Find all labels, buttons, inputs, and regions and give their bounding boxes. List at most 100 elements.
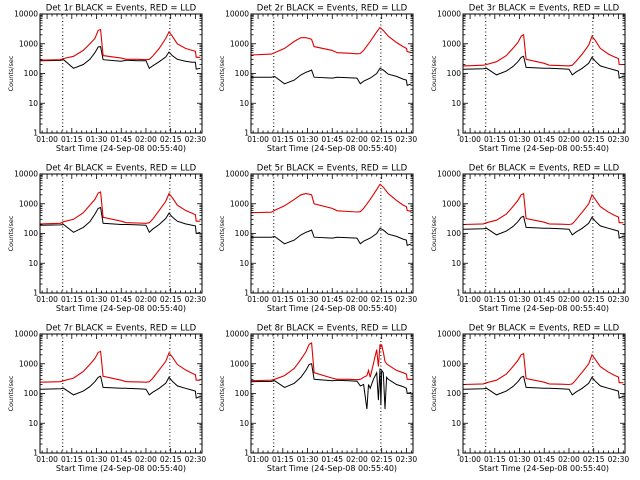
x-axis-label: Start Time (24-Sep-08 00:55:40)	[56, 464, 186, 473]
y-tick-label: 10000	[437, 10, 461, 19]
x-tick-label: 02:00	[346, 135, 368, 144]
panel-title: Det 6r BLACK = Events, RED = LLD	[469, 164, 620, 174]
x-tick-label: 02:00	[346, 295, 368, 304]
x-tick-label: 01:30	[86, 455, 108, 464]
x-tick-label: 01:00	[247, 135, 269, 144]
y-tick-label: 10	[451, 259, 461, 268]
x-tick-label: 02:15	[160, 455, 182, 464]
panel-det-7: Det 7r BLACK = Events, RED = LLD 1 10 100 10…	[7, 324, 206, 474]
series-events-line	[251, 227, 412, 246]
x-tick-label: 02:00	[135, 135, 157, 144]
plot-frame	[39, 333, 203, 454]
y-tick-label: 10000	[225, 330, 249, 339]
y-axis-label: Counts/sec	[7, 55, 15, 91]
y-tick-label: 10	[28, 259, 38, 268]
y-tick-label: 1000	[230, 39, 249, 48]
x-tick-label: 01:45	[533, 295, 555, 304]
x-tick-label: 02:15	[371, 295, 393, 304]
y-tick-label: 1000	[442, 39, 461, 48]
x-tick-label: 01:15	[272, 455, 294, 464]
series-events-line	[463, 215, 624, 239]
y-tick-label: 1	[456, 289, 461, 298]
x-tick-label: 01:45	[533, 455, 555, 464]
panel-det-2: Det 2r BLACK = Events, RED = LLD 1 10 100 10…	[218, 4, 417, 154]
y-tick-label: 10	[28, 419, 38, 428]
x-tick-label: 01:00	[459, 295, 481, 304]
x-tick-label: 01:00	[36, 295, 58, 304]
x-tick-label: 01:45	[321, 455, 343, 464]
panel-title: Det 9r BLACK = Events, RED = LLD	[469, 324, 620, 334]
x-tick-label: 02:30	[396, 455, 418, 464]
x-tick-label: 02:00	[558, 295, 580, 304]
plot-frame	[462, 13, 626, 134]
y-axis-label: Counts/sec	[430, 55, 438, 91]
x-tick-label: 02:30	[396, 295, 418, 304]
x-tick-label: 01:45	[533, 135, 555, 144]
x-tick-label: 01:45	[110, 455, 132, 464]
x-tick-label: 01:00	[247, 295, 269, 304]
x-axis-label: Start Time (24-Sep-08 00:55:40)	[267, 464, 397, 473]
y-axis-label: Counts/sec	[7, 215, 15, 251]
plot-frame	[250, 13, 414, 134]
y-tick-label: 1	[456, 129, 461, 138]
x-tick-label: 02:30	[185, 295, 207, 304]
x-tick-label: 01:30	[509, 295, 531, 304]
x-tick-label: 01:15	[61, 295, 83, 304]
x-tick-label: 01:45	[321, 135, 343, 144]
y-tick-label: 1	[244, 129, 249, 138]
series-events-line	[251, 67, 412, 86]
x-axis-label: Start Time (24-Sep-08 00:55:40)	[56, 144, 186, 153]
y-tick-label: 10	[28, 99, 38, 108]
series-lld-line	[251, 26, 412, 56]
x-tick-label: 01:15	[61, 455, 83, 464]
y-tick-label: 100	[447, 389, 462, 398]
x-tick-label: 02:00	[558, 135, 580, 144]
x-tick-label: 02:15	[371, 135, 393, 144]
x-tick-label: 01:30	[297, 455, 319, 464]
y-tick-label: 10000	[14, 170, 38, 179]
x-tick-label: 01:30	[509, 455, 531, 464]
x-tick-label: 01:30	[509, 135, 531, 144]
y-tick-label: 1000	[442, 359, 461, 368]
x-tick-label: 02:30	[608, 295, 630, 304]
y-axis-label: Counts/sec	[218, 55, 226, 91]
y-tick-label: 100	[447, 229, 462, 238]
x-tick-label: 02:30	[185, 135, 207, 144]
y-axis-label: Counts/sec	[430, 215, 438, 251]
x-tick-label: 01:45	[110, 295, 132, 304]
panel-title: Det 2r BLACK = Events, RED = LLD	[257, 4, 408, 14]
panel-det-9: Det 9r BLACK = Events, RED = LLD 1 10 100 10…	[430, 324, 629, 474]
x-tick-label: 01:00	[36, 455, 58, 464]
plot-frame	[462, 333, 626, 454]
x-tick-label: 01:00	[459, 455, 481, 464]
y-tick-label: 100	[24, 389, 39, 398]
plot-frame	[39, 173, 203, 294]
x-tick-label: 02:30	[396, 135, 418, 144]
plot-frame	[250, 333, 414, 454]
x-tick-label: 02:15	[160, 135, 182, 144]
x-tick-label: 02:30	[185, 455, 207, 464]
panel-det-3: Det 3r BLACK = Events, RED = LLD 1 10 100 10…	[430, 4, 629, 154]
x-tick-label: 01:30	[297, 295, 319, 304]
x-tick-label: 02:15	[371, 455, 393, 464]
x-tick-label: 01:00	[36, 135, 58, 144]
panel-title: Det 1r BLACK = Events, RED = LLD	[46, 4, 197, 14]
x-tick-label: 02:15	[583, 135, 605, 144]
x-tick-label: 01:15	[484, 295, 506, 304]
x-axis-label: Start Time (24-Sep-08 00:55:40)	[267, 304, 397, 313]
plot-frame	[39, 13, 203, 134]
x-tick-label: 01:00	[247, 455, 269, 464]
y-tick-label: 1000	[442, 199, 461, 208]
x-tick-label: 01:15	[272, 135, 294, 144]
x-tick-label: 01:30	[86, 135, 108, 144]
series-events-line	[40, 46, 201, 70]
y-tick-label: 10000	[437, 330, 461, 339]
x-tick-label: 02:00	[135, 455, 157, 464]
panel-det-5: Det 5r BLACK = Events, RED = LLD 1 10 100 10…	[218, 164, 417, 314]
x-axis-label: Start Time (24-Sep-08 00:55:40)	[479, 464, 609, 473]
y-tick-label: 10	[451, 99, 461, 108]
y-tick-label: 10000	[14, 10, 38, 19]
y-tick-label: 1000	[230, 359, 249, 368]
x-tick-label: 02:30	[608, 455, 630, 464]
